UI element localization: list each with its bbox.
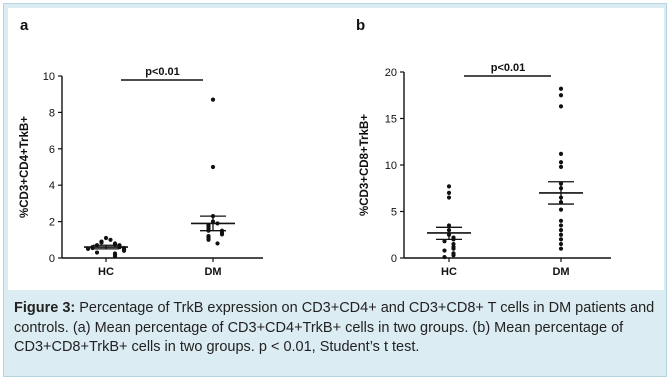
y-tick-label: 5: [391, 207, 397, 219]
data-point: [446, 184, 452, 189]
data-point: [558, 86, 564, 91]
data-point: [442, 239, 447, 244]
data-point: [99, 240, 104, 245]
data-point: [210, 164, 216, 170]
significance-label: p<0.01: [491, 62, 526, 74]
y-tick-label: 15: [385, 114, 397, 126]
y-tick-label: 4: [49, 180, 55, 192]
data-point: [446, 223, 452, 228]
data-point: [442, 248, 447, 253]
chart-panel-b: b 0 5 10 15 20 HC DM %CD3+CD8+TrkB+ p<0.01: [356, 17, 611, 278]
data-point: [446, 190, 452, 195]
data-point: [558, 93, 564, 98]
chart-area: a 0 2 4 6 8 10 HC DM %CD3+CD4+TrkB+ p<0.01 b 0 5 10 15 2…: [8, 8, 664, 290]
data-point: [558, 241, 564, 247]
x-tick-label: DM: [552, 266, 569, 278]
data-point: [558, 228, 564, 233]
data-point: [558, 218, 564, 223]
y-tick-label: 8: [49, 107, 55, 119]
data-point: [215, 241, 220, 246]
y-tick-label: 6: [49, 144, 55, 156]
y-tick-label: 0: [391, 253, 397, 265]
data-point: [558, 246, 564, 251]
data-point: [558, 160, 564, 165]
caption-text: Percentage of TrkB expression on CD3+CD4…: [14, 300, 655, 355]
data-point: [558, 207, 564, 212]
figure-frame: a 0 2 4 6 8 10 HC DM %CD3+CD4+TrkB+ p<0.01 b 0 5 10 15 2…: [3, 3, 667, 377]
y-axis-label: %CD3+CD4+TrkB+: [19, 116, 31, 218]
data-point: [108, 237, 113, 242]
data-point: [442, 254, 447, 260]
y-axis-label: %CD3+CD8+TrkB+: [359, 114, 371, 216]
y-tick-label: 10: [43, 71, 55, 83]
significance-label: p<0.01: [145, 66, 180, 78]
figure-caption: Figure 3: Percentage of TrkB expression …: [14, 299, 660, 358]
data-point: [558, 151, 564, 156]
data-point: [558, 164, 564, 169]
data-point: [451, 253, 456, 258]
charts-svg: a 0 2 4 6 8 10 HC DM %CD3+CD4+TrkB+ p<0.01 b 0 5 10 15 2…: [19, 17, 611, 278]
data-point: [451, 246, 456, 251]
data-point: [558, 232, 564, 237]
y-tick-label: 10: [385, 160, 397, 172]
data-point: [558, 237, 564, 242]
data-point: [103, 235, 109, 241]
data-point: [206, 237, 211, 242]
y-tick-label: 0: [49, 253, 55, 265]
data-point: [558, 223, 564, 228]
caption-label: Figure 3:: [14, 300, 76, 316]
data-point: [94, 250, 100, 255]
y-tick-label: 2: [49, 217, 55, 229]
data-point: [112, 254, 118, 259]
chart-panel-a: a 0 2 4 6 8 10 HC DM %CD3+CD4+TrkB+ p<0.01: [19, 17, 263, 278]
panel-letter: b: [356, 17, 365, 34]
x-tick-label: HC: [98, 266, 114, 278]
data-point: [446, 195, 452, 200]
data-point: [558, 104, 564, 109]
data-point: [210, 97, 216, 102]
panel-letter: a: [20, 17, 29, 34]
x-tick-label: HC: [441, 266, 457, 278]
x-tick-label: DM: [204, 266, 221, 278]
data-point: [121, 248, 127, 253]
y-tick-label: 20: [385, 67, 397, 79]
data-point: [219, 232, 225, 237]
